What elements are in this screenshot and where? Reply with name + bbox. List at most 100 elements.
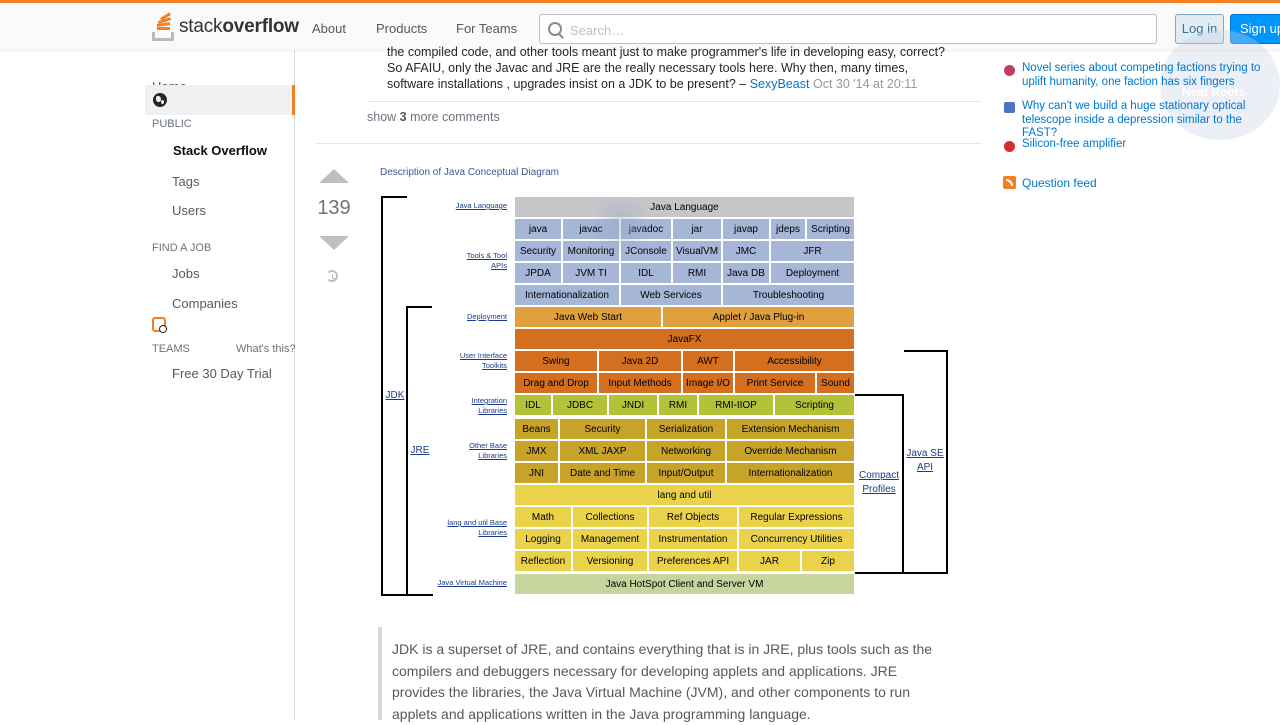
- nav-users[interactable]: Users: [172, 203, 206, 218]
- nav-products[interactable]: Products: [376, 21, 428, 36]
- nav-stack-overflow[interactable]: Stack Overflow: [173, 143, 267, 158]
- diagram-title-link[interactable]: Description of Java Conceptual Diagram: [380, 167, 559, 178]
- cell-java: java: [514, 218, 562, 240]
- cell-print-service: Print Service: [734, 372, 816, 394]
- cell-sound: Sound: [816, 372, 855, 394]
- login-button[interactable]: Log in: [1175, 14, 1224, 44]
- jdk-label: JDK: [383, 389, 407, 403]
- free-trial-link[interactable]: Free 30 Day Trial: [172, 366, 272, 381]
- worldbuilding-icon: [1004, 65, 1015, 76]
- cell-jfr: JFR: [770, 240, 855, 262]
- comment-date[interactable]: Oct 30 '14 at 20:11: [812, 77, 918, 92]
- hot-question-3[interactable]: Silicon-free amplifier: [1022, 138, 1127, 150]
- left-sidebar: [0, 50, 295, 720]
- cell-lang-util: lang and util: [514, 484, 855, 506]
- history-icon[interactable]: [326, 270, 338, 282]
- cell-java-language: Java Language: [514, 196, 855, 218]
- cell-preferences: Preferences API: [648, 550, 738, 572]
- teams-header: TEAMS: [152, 343, 190, 355]
- comment-divider: [367, 101, 982, 102]
- row-label-ui: User Interface Toolkits: [459, 351, 507, 370]
- cell-jconsole: JConsole: [620, 240, 672, 262]
- row-label-tools: Tools & Tool APIs: [466, 251, 507, 270]
- cell-internationalization: Internationalization: [514, 284, 620, 306]
- compact-bracket-top: [855, 394, 903, 396]
- cell-jar: jar: [672, 218, 722, 240]
- nav-jobs[interactable]: Jobs: [172, 266, 200, 281]
- jre-label: JRE: [408, 444, 432, 458]
- cell-jni: JNI: [514, 462, 559, 484]
- cell-jar-util: JAR: [738, 550, 801, 572]
- public-header: PUBLIC: [152, 118, 192, 130]
- comment: the compiled code, and other tools meant…: [387, 44, 957, 93]
- cell-awt: AWT: [682, 350, 734, 372]
- globe-icon: [153, 93, 167, 107]
- cell-drag-drop: Drag and Drop: [514, 372, 598, 394]
- cell-jdeps: jdeps: [770, 218, 806, 240]
- stackoverflow-logo-icon: [152, 12, 174, 41]
- hot-question-1[interactable]: Novel series about competing factions tr…: [1022, 62, 1261, 88]
- search-input[interactable]: [568, 19, 1132, 41]
- cell-reflection: Reflection: [514, 550, 572, 572]
- nav-stack-overflow-active[interactable]: [145, 85, 295, 115]
- comment-user[interactable]: SexyBeast: [749, 77, 810, 92]
- cell-input-methods: Input Methods: [598, 372, 682, 394]
- question-feed-link[interactable]: Question feed: [1022, 176, 1097, 190]
- cursor-highlight: [588, 196, 656, 256]
- cell-override-mechanism: Override Mechanism: [726, 440, 855, 462]
- cell-web-services: Web Services: [620, 284, 722, 306]
- cell-applet-plugin: Applet / Java Plug-in: [662, 306, 855, 328]
- row-label-lang-util: lang and util Base Libraries: [447, 518, 507, 537]
- cell-accessibility: Accessibility: [734, 350, 855, 372]
- cell-security: Security: [514, 240, 562, 262]
- javase-bracket: [946, 350, 948, 574]
- nav-companies[interactable]: Companies: [172, 296, 238, 311]
- cell-troubleshooting: Troubleshooting: [722, 284, 855, 306]
- cell-regular-expressions: Regular Expressions: [738, 506, 855, 528]
- jre-bracket: [406, 306, 408, 596]
- cell-math: Math: [514, 506, 572, 528]
- show-more-comments[interactable]: show 3 more comments: [367, 110, 500, 124]
- downvote-icon[interactable]: [319, 236, 349, 250]
- upvote-icon[interactable]: [319, 169, 349, 183]
- watermark-text: Neat Roots: [1182, 85, 1246, 99]
- cell-internationalization-base: Internationalization: [726, 462, 855, 484]
- cell-java-web-start: Java Web Start: [514, 306, 662, 328]
- row-label-deployment: Deployment: [466, 312, 507, 321]
- cell-jndi: JNDI: [608, 394, 658, 416]
- row-label-jvm: Java Virtual Machine: [437, 578, 507, 587]
- nav-for-teams[interactable]: For Teams: [456, 21, 518, 36]
- whats-this-link[interactable]: What's this?: [236, 343, 296, 355]
- nav-about[interactable]: About: [312, 21, 346, 36]
- cell-extension-mechanism: Extension Mechanism: [726, 418, 855, 440]
- nav-tags[interactable]: Tags: [172, 174, 200, 189]
- compact-profiles-label: Compact Profiles: [858, 470, 899, 495]
- compact-bracket: [902, 394, 904, 574]
- jdk-bracket: [381, 196, 383, 596]
- stackoverflow-logo[interactable]: stackoverflow: [152, 11, 299, 43]
- compact-bracket-bottom: [855, 572, 903, 574]
- electronics-icon: [1004, 141, 1015, 152]
- blockquote-bar: [378, 627, 382, 720]
- cell-scripting: Scripting: [806, 218, 855, 240]
- cell-javac: javac: [562, 218, 620, 240]
- hot-question-2[interactable]: Why can't we build a huge stationary opt…: [1022, 100, 1246, 139]
- teams-icon: [152, 317, 167, 333]
- signup-button[interactable]: Sign up: [1230, 14, 1280, 44]
- cell-zip: Zip: [801, 550, 855, 572]
- cell-instrumentation: Instrumentation: [648, 528, 738, 550]
- cell-javadb: Java DB: [722, 262, 770, 284]
- cell-hotspot-vm: Java HotSpot Client and Server VM: [514, 573, 855, 595]
- row-label-java-language: Java Language: [455, 201, 507, 210]
- javase-bracket-bottom: [904, 572, 948, 574]
- javase-api-label: Java SE API: [906, 448, 944, 473]
- cell-visualvm: VisualVM: [672, 240, 722, 262]
- cell-javadoc: javadoc: [620, 218, 672, 240]
- search-box[interactable]: [539, 14, 1157, 44]
- cell-swing: Swing: [514, 350, 598, 372]
- watermark-circle: [1160, 30, 1280, 140]
- cell-logging: Logging: [514, 528, 572, 550]
- cell-security-base: Security: [559, 418, 646, 440]
- cell-idl: IDL: [620, 262, 672, 284]
- cell-management: Management: [572, 528, 648, 550]
